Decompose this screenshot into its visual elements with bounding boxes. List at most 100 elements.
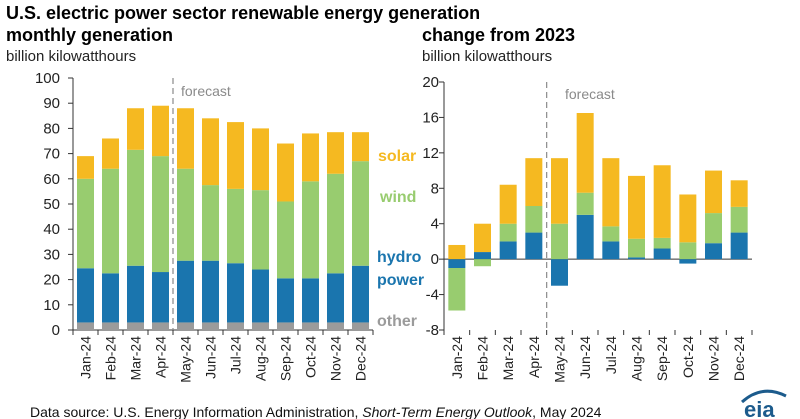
x-tick-label: Apr-24: [526, 336, 542, 378]
bar-hydro-mar-24: [499, 241, 517, 260]
bar-solar-sep-24: [277, 143, 294, 202]
bar-wind-nov-24: [705, 213, 722, 244]
y-tick-label: 12: [422, 145, 439, 162]
left-forecast-label: forecast: [181, 83, 231, 99]
y-tick-label: 20: [43, 272, 60, 289]
bar-hydro-nov-24: [705, 243, 722, 260]
x-tick-label: Apr-24: [153, 336, 169, 378]
eia-logo-text: eia: [744, 397, 775, 419]
bar-hydro-feb-24: [102, 273, 119, 323]
x-tick-label: Mar-24: [128, 336, 144, 381]
legend-hydro-line2: power: [377, 272, 424, 289]
x-tick-label: Dec-24: [353, 336, 369, 381]
bar-other-oct-24: [302, 322, 319, 330]
bar-solar-feb-24: [474, 223, 491, 253]
legend-solar: solar: [378, 148, 416, 165]
bar-hydro-jun-24: [576, 214, 594, 260]
right-y-unit-label: billion kilowatthours: [422, 48, 552, 65]
bar-solar-dec-24: [730, 180, 748, 207]
bar-wind-nov-24: [327, 173, 344, 274]
bar-wind-jun-24: [576, 192, 594, 215]
bar-hydro-apr-24: [152, 272, 169, 323]
source-prefix: Data source: U.S. Energy Information Adm…: [30, 404, 362, 419]
bar-solar-jul-24: [227, 122, 244, 189]
y-tick-label: 16: [422, 109, 439, 126]
bar-wind-feb-24: [474, 259, 491, 267]
y-tick-label: 80: [43, 120, 60, 137]
x-tick-label: Jul-24: [228, 336, 244, 374]
bar-solar-jan-24: [77, 156, 94, 179]
x-tick-label: Jun-24: [577, 336, 593, 379]
x-tick-label: Sep-24: [278, 336, 294, 381]
bar-wind-mar-24: [499, 223, 517, 242]
x-tick-label: Aug-24: [629, 336, 645, 381]
chart-title-line2: monthly generation: [6, 25, 173, 45]
x-tick-label: May-24: [178, 336, 194, 383]
y-tick-label: 0: [431, 251, 439, 268]
bar-solar-nov-24: [705, 170, 722, 214]
eia-logo-swoosh: [740, 389, 787, 404]
bar-hydro-jan-24: [448, 259, 466, 268]
eia-logo: eia: [740, 389, 787, 419]
y-tick-label: -4: [426, 287, 439, 304]
right-chart-title: change from 2023: [422, 25, 575, 45]
bar-solar-feb-24: [102, 138, 119, 169]
bar-wind-may-24: [177, 168, 194, 261]
bar-solar-jan-24: [448, 244, 466, 260]
bar-wind-apr-24: [152, 156, 169, 273]
bar-wind-dec-24: [352, 161, 369, 266]
bar-other-may-24: [177, 322, 194, 330]
legend-hydro-line1: hydro: [377, 249, 422, 266]
bar-solar-jun-24: [576, 113, 594, 193]
bar-wind-jul-24: [227, 188, 244, 264]
bar-hydro-feb-24: [474, 252, 491, 260]
y-tick-label: 70: [43, 146, 60, 163]
left-y-unit-label: billion kilowatthours: [6, 48, 136, 65]
bar-other-jun-24: [202, 322, 219, 330]
chart-title-line1: U.S. electric power sector renewable ene…: [6, 3, 480, 23]
y-tick-label: 0: [52, 322, 60, 339]
bar-wind-sep-24: [653, 237, 671, 249]
bar-hydro-dec-24: [352, 265, 369, 323]
x-tick-label: Jun-24: [203, 336, 219, 379]
bar-other-jul-24: [227, 322, 244, 330]
left-chart: 0 10 20 30 40 50 60 70 80 90 100 Jan-24 Feb-24 Mar-24…: [35, 70, 374, 383]
source-title: Short-Term Energy Outlook: [362, 404, 533, 419]
right-forecast-label: forecast: [565, 86, 615, 102]
bar-solar-nov-24: [327, 132, 344, 174]
source-suffix: , May 2024: [532, 404, 601, 419]
bar-other-mar-24: [127, 322, 144, 330]
bar-solar-apr-24: [525, 158, 543, 206]
x-tick-label: Jan-24: [78, 336, 94, 379]
bar-hydro-aug-24: [628, 257, 645, 260]
bar-hydro-nov-24: [327, 273, 344, 323]
bar-other-apr-24: [152, 322, 169, 330]
bar-solar-dec-24: [352, 132, 369, 162]
bar-wind-jun-24: [202, 185, 219, 261]
y-tick-label: 30: [43, 246, 60, 263]
y-tick-label: 10: [43, 297, 60, 314]
bar-hydro-oct-24: [679, 259, 697, 264]
bar-solar-oct-24: [302, 133, 319, 182]
bar-hydro-jan-24: [77, 268, 94, 323]
bar-hydro-mar-24: [127, 265, 144, 323]
y-tick-label: 100: [35, 70, 60, 87]
y-tick-label: -8: [426, 322, 439, 339]
bar-hydro-dec-24: [730, 232, 748, 260]
y-tick-label: 60: [43, 171, 60, 188]
bar-hydro-oct-24: [302, 278, 319, 323]
bar-other-nov-24: [327, 322, 344, 330]
x-tick-label: Dec-24: [731, 336, 747, 381]
bar-hydro-aug-24: [252, 269, 269, 323]
bar-solar-jun-24: [202, 118, 219, 186]
bar-wind-may-24: [551, 223, 568, 260]
x-tick-label: Feb-24: [475, 336, 491, 381]
x-tick-label: Feb-24: [103, 336, 119, 381]
bar-solar-mar-24: [499, 184, 517, 224]
y-tick-label: 4: [431, 216, 439, 233]
y-tick-label: 8: [431, 180, 439, 197]
bar-solar-sep-24: [653, 165, 671, 238]
x-tick-label: Oct-24: [303, 336, 319, 378]
bar-hydro-sep-24: [653, 248, 671, 260]
bar-solar-jul-24: [602, 158, 620, 227]
